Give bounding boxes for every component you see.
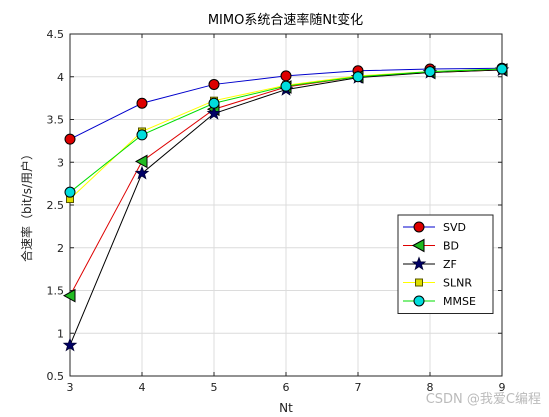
legend-marker [411,256,427,271]
legend-label: SLNR [443,277,472,290]
legend-marker [413,221,425,233]
y-axis: 0.5 1 1.5 2 2.5 3 3.5 4 4.5 [47,28,502,383]
y-tick-label: 4 [57,71,64,84]
legend-entry-slnr: SLNR [403,277,472,290]
data-point-svd [64,133,76,145]
x-tick-label: 9 [499,381,506,394]
x-tick-label: 3 [67,381,74,394]
data-point-svd [208,78,220,90]
data-point-mmse [208,97,220,109]
data-point-zf [206,105,222,120]
x-tick-label: 4 [139,381,146,394]
legend: SVD BD ZF SLNR MMSE [397,214,494,314]
legend-label: SVD [443,221,466,234]
data-point-svd [280,70,292,82]
data-point-mmse [64,186,76,198]
grid [69,33,503,377]
data-point-bd [62,288,76,303]
x-tick-label: 5 [211,381,218,394]
legend-label: ZF [443,258,457,271]
x-tick-label: 7 [355,381,362,394]
y-tick-label: 2 [57,242,64,255]
legend-marker [413,295,425,307]
legend-label: BD [443,240,459,253]
watermark: CSDN @我爱C编程 [426,392,541,407]
legend-entry-svd: SVD [403,221,466,234]
series-group [62,62,510,352]
y-axis-label: 合速率（bit/s/用户） [19,148,34,262]
data-point-mmse [424,66,436,78]
y-tick-label: 2.5 [47,199,65,212]
series-mmse [64,63,508,198]
x-tick-label: 6 [283,381,290,394]
data-point-mmse [352,71,364,83]
data-point-zf [62,337,78,352]
data-point-mmse [496,63,508,75]
data-point-svd [136,97,148,109]
x-axis-label: Nt [279,401,293,415]
legend-entry-mmse: MMSE [403,295,476,308]
legend-entry-bd: BD [403,238,459,253]
data-point-mmse [280,80,292,92]
y-tick-label: 3.5 [47,114,65,127]
legend-marker [411,238,425,253]
y-tick-label: 1.5 [47,285,65,298]
legend-entry-zf: ZF [403,256,457,271]
data-point-mmse [136,129,148,141]
chart-title: MIMO系统合速率随Nt变化 [208,12,363,28]
y-tick-label: 0.5 [47,370,65,383]
x-tick-label: 8 [427,381,434,394]
y-tick-label: 3 [57,156,64,169]
y-tick-label: 4.5 [47,28,65,41]
y-tick-label: 1 [57,327,64,340]
legend-label: MMSE [443,295,476,308]
data-point-zf [134,165,150,180]
x-axis: 3 4 5 6 7 8 9 [67,34,506,394]
data-point-bd [134,154,148,169]
legend-marker [415,278,423,287]
